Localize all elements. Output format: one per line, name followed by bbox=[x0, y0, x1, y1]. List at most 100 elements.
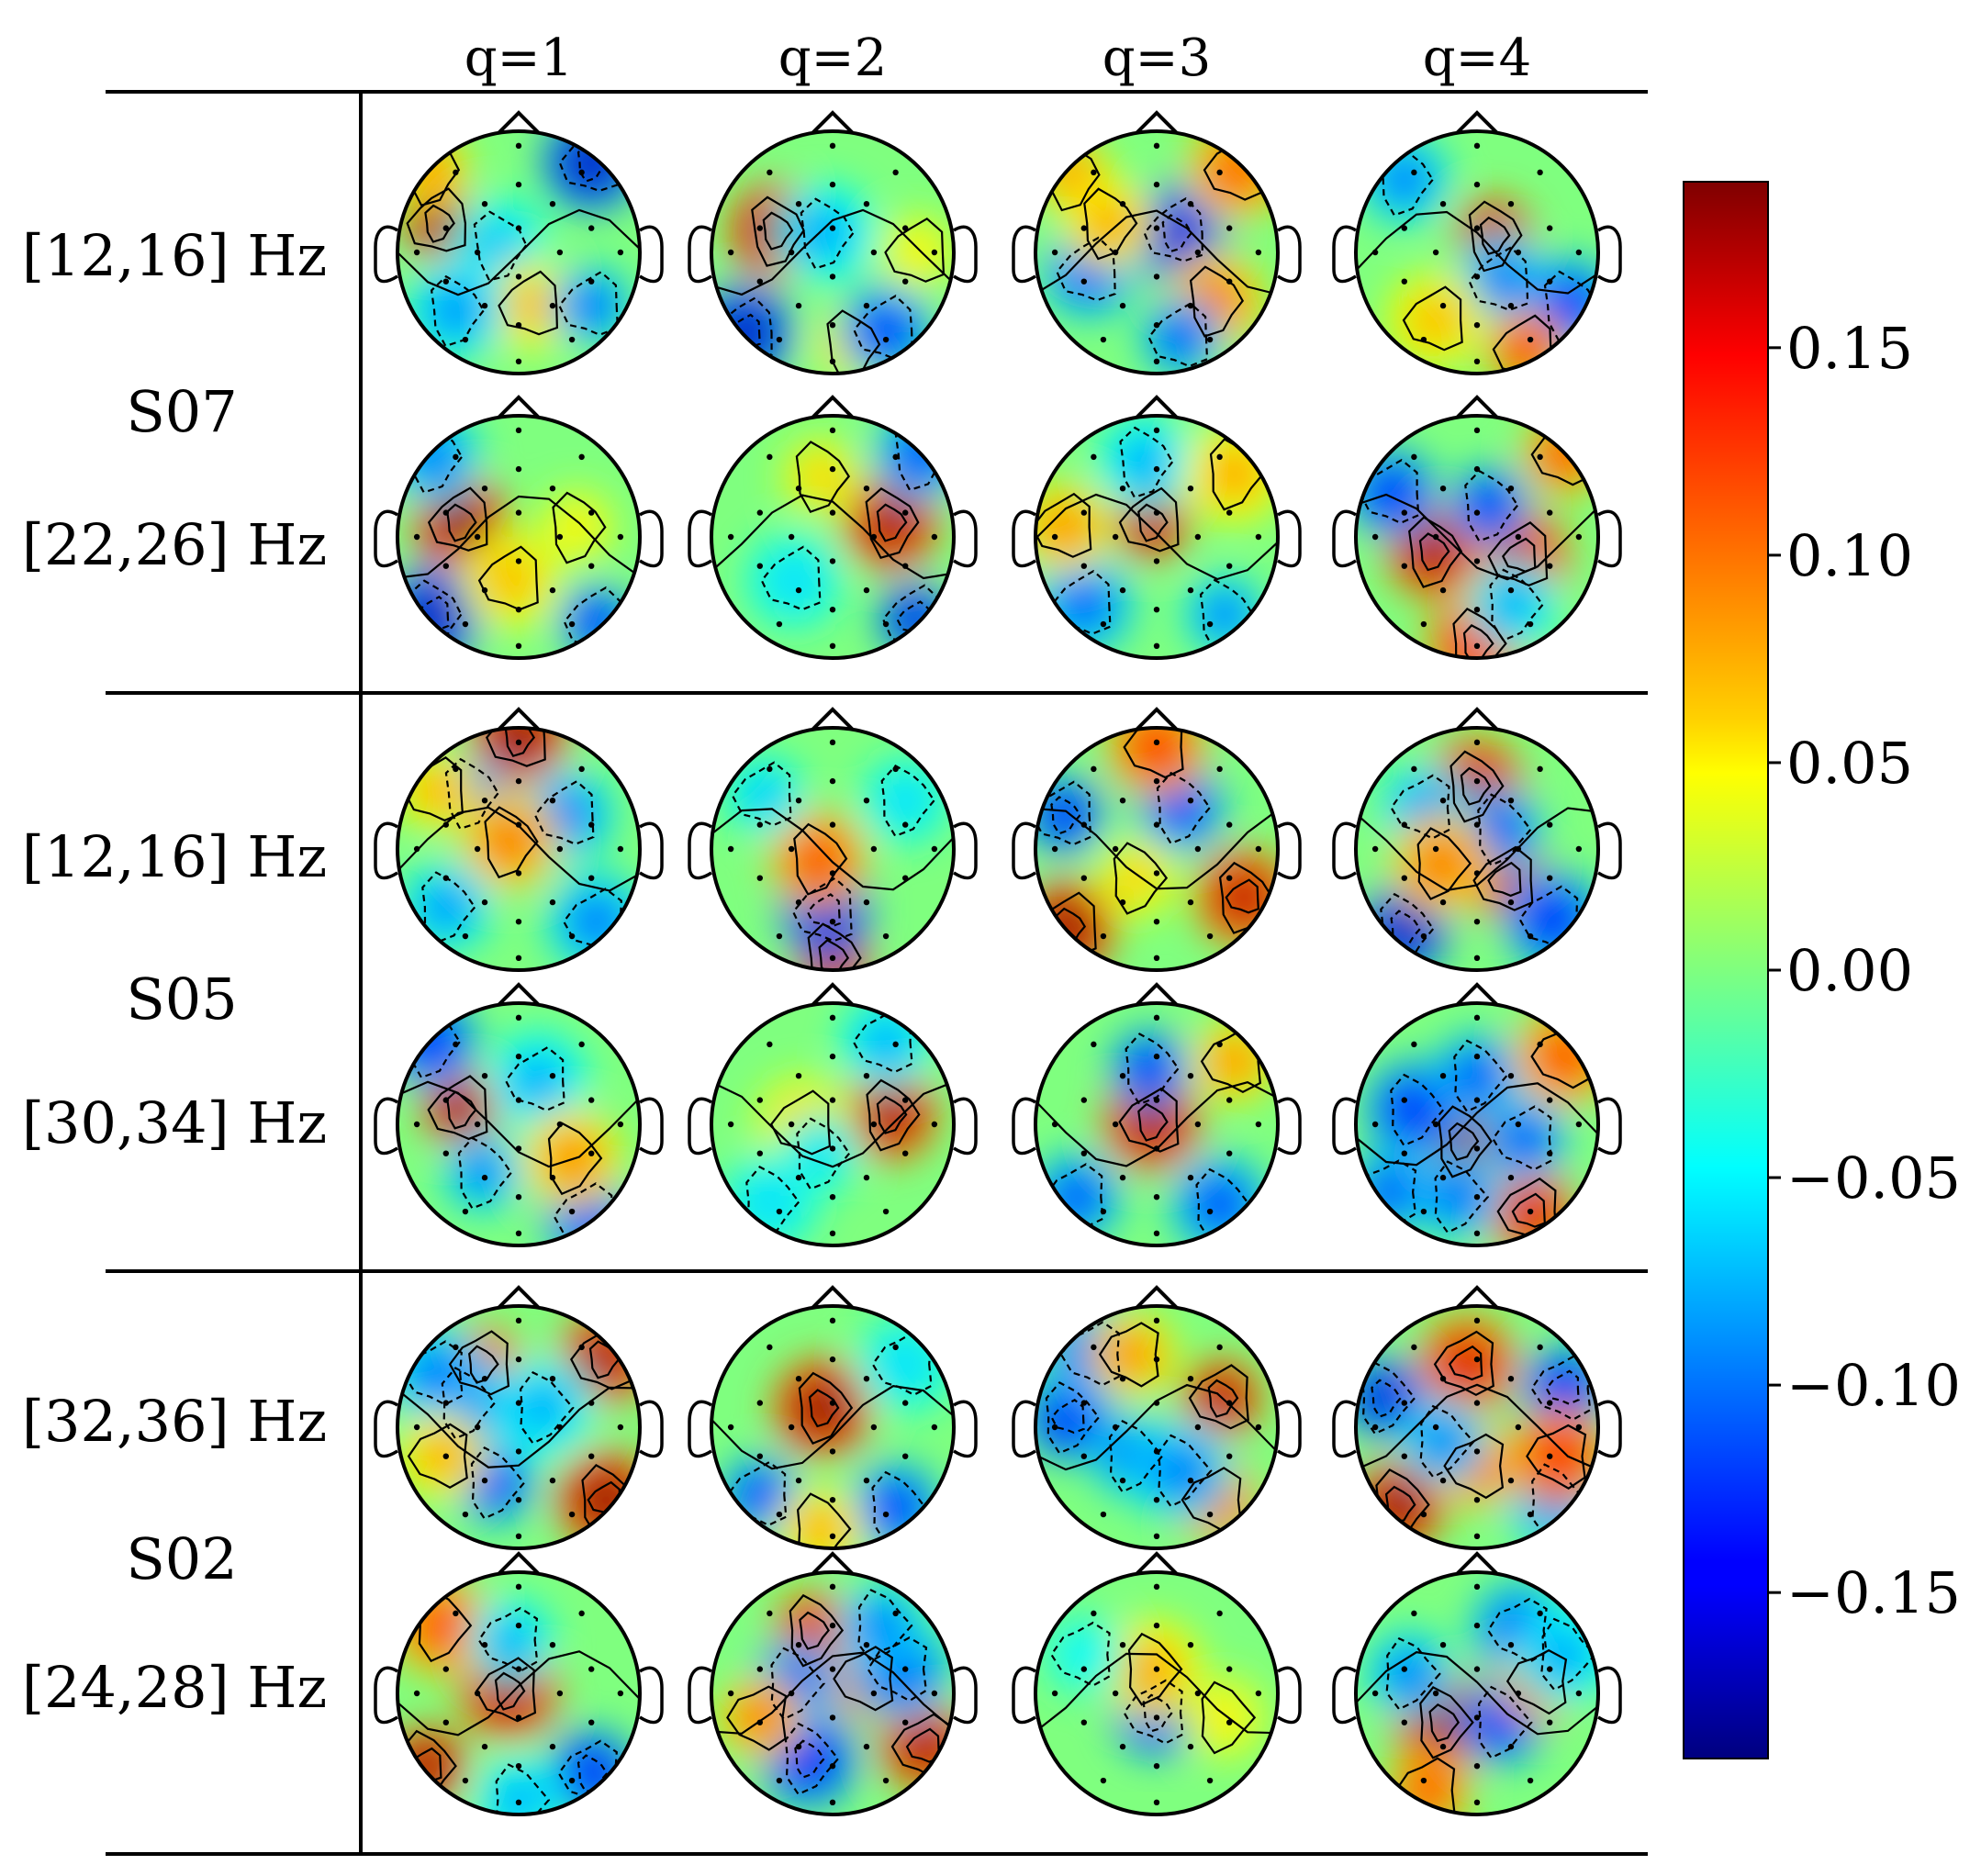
sensor-dot bbox=[1371, 249, 1379, 256]
right-ear bbox=[639, 1400, 664, 1458]
sensor-dot bbox=[1420, 620, 1427, 628]
sensor-dot bbox=[515, 427, 522, 434]
band-label: [12,16] Hz bbox=[22, 823, 327, 890]
sensor-dot bbox=[1515, 845, 1522, 853]
sensor-dot bbox=[1153, 322, 1160, 329]
sensor-dot bbox=[1439, 486, 1447, 492]
field-peak bbox=[1433, 1172, 1483, 1222]
sensor-dot bbox=[515, 1053, 522, 1060]
contour-line bbox=[833, 1646, 894, 1712]
sensor-dot bbox=[1051, 1690, 1058, 1697]
sensor-dot bbox=[863, 1743, 870, 1750]
sensor-dot bbox=[549, 1642, 556, 1648]
sensor-dot bbox=[515, 777, 522, 785]
sensor-dot bbox=[1439, 798, 1447, 804]
sensor-dot bbox=[413, 1424, 420, 1431]
sensor-dot bbox=[1187, 1642, 1194, 1648]
sensor-dot bbox=[1473, 1145, 1481, 1152]
left-ear bbox=[1332, 225, 1357, 284]
sensor-dot bbox=[1226, 278, 1233, 285]
sensor-dot bbox=[902, 1150, 909, 1156]
sensor-dot bbox=[1091, 1610, 1097, 1617]
sensor-dot bbox=[515, 1799, 522, 1806]
sensor-dot bbox=[515, 1230, 522, 1237]
sensor-dot bbox=[1091, 765, 1097, 773]
sensor-dot bbox=[515, 955, 522, 962]
zero-contour bbox=[1035, 493, 1278, 581]
contour-line bbox=[1390, 774, 1451, 840]
sensor-dot bbox=[1507, 486, 1515, 492]
field-peak bbox=[1405, 1767, 1452, 1814]
sensor-dot bbox=[515, 642, 522, 649]
topomap-r2-c3 bbox=[1012, 395, 1302, 660]
sensor-dot bbox=[1091, 1344, 1097, 1351]
right-ear bbox=[953, 1097, 978, 1156]
sensor-dot bbox=[1206, 1511, 1214, 1518]
sensor-dot bbox=[1420, 932, 1427, 940]
sensor-dot bbox=[617, 249, 624, 256]
head-outline bbox=[396, 129, 642, 375]
sensor-dot bbox=[1255, 249, 1262, 256]
right-ear bbox=[1597, 509, 1622, 568]
sensor-dot bbox=[1473, 1666, 1481, 1672]
sensor-dot bbox=[462, 336, 469, 343]
sensor-dot bbox=[462, 1511, 469, 1518]
sensor-dot bbox=[515, 509, 522, 516]
sensor-dot bbox=[515, 1533, 522, 1540]
sensor-dot bbox=[863, 798, 870, 804]
sensor-dot bbox=[442, 1097, 449, 1103]
sensor-dot bbox=[1507, 798, 1515, 804]
left-ear bbox=[1012, 225, 1036, 284]
sensor-dot bbox=[588, 225, 595, 231]
sensor-dot bbox=[1153, 870, 1160, 877]
field-peak bbox=[554, 505, 599, 550]
sensor-dot bbox=[829, 1097, 836, 1103]
sensor-dot bbox=[829, 642, 836, 649]
sensor-dot bbox=[1119, 1073, 1126, 1079]
sensor-dot bbox=[549, 486, 556, 492]
field-peak bbox=[1539, 1364, 1589, 1413]
left-ear bbox=[1332, 821, 1357, 880]
contour-line bbox=[1419, 1404, 1475, 1479]
sensor-dot bbox=[1100, 1511, 1107, 1518]
sensor-dot bbox=[413, 1690, 420, 1697]
head-outline bbox=[1354, 1001, 1600, 1247]
left-ear bbox=[1332, 509, 1357, 568]
field-peak bbox=[797, 1505, 845, 1548]
contour-line bbox=[770, 1647, 825, 1721]
sensor-dot bbox=[902, 278, 909, 285]
sensor-dot bbox=[1439, 1642, 1447, 1648]
sensor-dot bbox=[767, 1610, 773, 1617]
sensor-dot bbox=[902, 1719, 909, 1725]
field-peak bbox=[1124, 1094, 1180, 1150]
contour-line bbox=[808, 1389, 840, 1428]
sensor-dot bbox=[1080, 1666, 1088, 1672]
sensor-dot bbox=[442, 1453, 449, 1459]
left-ear bbox=[688, 1666, 712, 1725]
sensor-dot bbox=[588, 278, 595, 285]
nose-marker bbox=[1455, 1285, 1499, 1310]
contour-line bbox=[876, 503, 908, 542]
sensor-dot bbox=[1575, 533, 1583, 541]
field-peak bbox=[568, 283, 614, 329]
sensor-dot bbox=[1153, 181, 1160, 188]
field-peak bbox=[780, 1730, 836, 1787]
sensor-dot bbox=[829, 870, 836, 877]
sensor-dot bbox=[1515, 1424, 1522, 1431]
sensor-dot bbox=[515, 1097, 522, 1103]
contour-line bbox=[745, 1166, 800, 1239]
sensor-dot bbox=[829, 225, 836, 231]
colorbar-tick-label: 0.10 bbox=[1786, 522, 1913, 589]
contour-line bbox=[1434, 1160, 1490, 1234]
nose-marker bbox=[811, 1551, 855, 1576]
sensor-dot bbox=[863, 586, 870, 594]
sensor-dot bbox=[442, 1400, 449, 1406]
sensor-dot bbox=[1206, 336, 1214, 343]
nose-marker bbox=[1455, 110, 1499, 135]
field-peak bbox=[1108, 1330, 1158, 1379]
contour-line bbox=[800, 197, 855, 270]
field-peak bbox=[1126, 1046, 1172, 1091]
sensor-dot bbox=[1537, 169, 1543, 176]
contour-line bbox=[473, 210, 528, 282]
sensor-dot bbox=[870, 845, 878, 853]
